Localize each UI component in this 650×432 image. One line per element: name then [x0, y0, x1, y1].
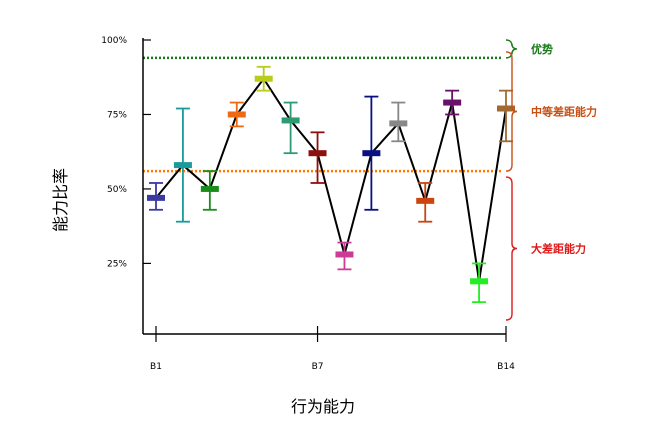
- data-point-b7: [308, 131, 327, 184]
- series-line: [155, 76, 507, 282]
- marker: [416, 197, 435, 204]
- data-point-b4: [227, 101, 246, 128]
- marker: [200, 185, 219, 192]
- marker: [173, 162, 192, 169]
- zone-label-3: 大差距能力: [531, 242, 586, 256]
- marker: [254, 75, 273, 82]
- y-axis-title: 能力比率: [51, 168, 70, 232]
- data-point-b8: [335, 241, 354, 271]
- marker: [470, 278, 489, 285]
- y-tick-label: 50%: [107, 185, 127, 195]
- data-point-b9: [362, 95, 381, 211]
- zone-label-2: 中等差距能力: [531, 104, 597, 118]
- x-tick-label: B1: [150, 362, 162, 372]
- data-point-b2: [173, 107, 192, 223]
- data-point-b6: [281, 101, 300, 155]
- zone-label-1: 优势: [531, 42, 553, 56]
- x-tick-label: B14: [497, 362, 515, 372]
- data-point-b10: [389, 101, 408, 143]
- x-tick-label: B7: [312, 362, 324, 372]
- y-tick-label: 25%: [107, 259, 127, 269]
- marker: [147, 194, 165, 201]
- data-point-b5: [254, 65, 273, 92]
- marker: [335, 251, 354, 258]
- marker: [362, 150, 381, 157]
- marker: [497, 105, 515, 112]
- zone-brace-3: [505, 176, 518, 321]
- data-point-b14: [497, 89, 515, 143]
- marker: [389, 120, 408, 127]
- data-point-b3: [200, 170, 219, 211]
- data-point-b1: [147, 182, 165, 211]
- x-axis-title: 行为能力: [291, 397, 355, 416]
- marker: [443, 99, 462, 106]
- marker: [308, 150, 327, 157]
- data-point-b13: [470, 262, 489, 304]
- marker: [227, 111, 246, 118]
- marker: [281, 117, 300, 124]
- zone-brace-2: [505, 51, 518, 172]
- y-tick-label: 100%: [101, 36, 127, 46]
- y-tick-label: 75%: [107, 110, 127, 120]
- data-point-b12: [443, 89, 462, 116]
- data-point-b11: [416, 182, 435, 223]
